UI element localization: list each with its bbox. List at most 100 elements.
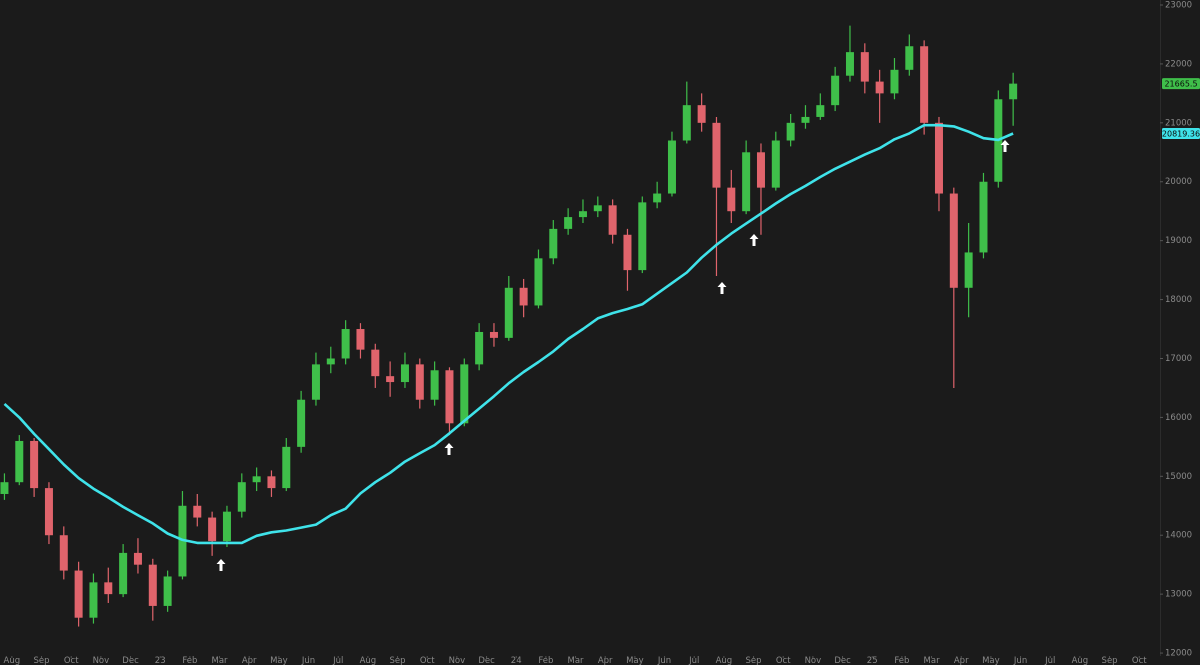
candle-body — [252, 476, 261, 483]
x-tick-label: Mar — [212, 656, 229, 665]
candle-body — [44, 488, 53, 536]
ma-value-tag-box — [1162, 127, 1200, 139]
arrow — [216, 559, 226, 571]
y-tick-label: 23000 — [1165, 1, 1192, 11]
candle-body — [386, 376, 395, 383]
candle-body — [400, 364, 409, 383]
x-tick-label: Apr — [242, 656, 257, 665]
x-tick-label: Jun — [1013, 656, 1027, 665]
candle-body — [208, 517, 217, 542]
x-tick-label: Sep — [746, 656, 762, 665]
x-tick-label: May — [982, 656, 1000, 665]
candle-body — [534, 258, 543, 306]
candle-body — [237, 482, 246, 512]
candle-body — [949, 193, 958, 288]
x-tick-label: Aug — [360, 656, 377, 665]
candle-body — [297, 399, 306, 447]
moving-average — [3, 123, 1014, 545]
candle-body — [638, 202, 647, 271]
arrow — [1000, 140, 1010, 152]
x-tick-label: Dec — [122, 656, 139, 665]
candle-body — [74, 570, 83, 618]
candle-body — [311, 364, 320, 400]
x-tick-label: Oct — [776, 656, 791, 665]
x-tick-label: 24 — [511, 656, 522, 665]
arrow — [444, 443, 454, 455]
candle-body — [430, 370, 439, 400]
candle-body — [712, 122, 721, 188]
arrow — [717, 282, 727, 294]
y-tick-label: 15000 — [1165, 472, 1192, 482]
last-price-tag-box — [1162, 78, 1200, 90]
candle-body — [222, 511, 231, 542]
candle-body — [15, 440, 24, 483]
candle-body — [608, 205, 617, 235]
candle-body — [860, 52, 869, 82]
candle-body — [1009, 83, 1018, 100]
x-tick-label: Mar — [924, 656, 941, 665]
x-tick-label: Aug — [1072, 656, 1089, 665]
candle-body — [0, 482, 9, 494]
candle-body — [816, 105, 825, 117]
x-tick-label: Oct — [64, 656, 79, 665]
x-tick-label: Nov — [805, 656, 822, 665]
y-tick-label: 13000 — [1165, 590, 1192, 600]
candle-body — [845, 52, 854, 76]
candle-body — [148, 564, 157, 606]
candle-body — [89, 582, 98, 618]
x-tick-label: Apr — [598, 656, 613, 665]
candle-body — [519, 287, 528, 306]
x-tick-label: May — [626, 656, 644, 665]
candle-body — [875, 81, 884, 94]
x-tick-label: Dec — [834, 656, 851, 665]
candle-body — [59, 535, 68, 571]
candle-body — [489, 331, 498, 338]
candle-body — [578, 211, 587, 218]
candle-body — [445, 370, 454, 424]
candle-body — [133, 552, 142, 565]
candle-body — [549, 228, 558, 259]
candle-body — [623, 234, 632, 271]
x-tick-label: Feb — [182, 656, 197, 665]
candle-body — [801, 116, 810, 123]
x-tick-label: Mar — [568, 656, 585, 665]
x-tick-label: 23 — [155, 656, 166, 665]
candle-body — [460, 364, 469, 424]
candle-body — [163, 576, 172, 606]
x-tick-label: May — [270, 656, 288, 665]
x-tick-label: Nov — [449, 656, 466, 665]
annotations — [216, 140, 1010, 571]
candle-body — [30, 440, 39, 489]
candle-body — [682, 105, 691, 141]
x-tick-label: Sep — [1102, 656, 1118, 665]
candle-body — [475, 331, 484, 365]
x-tick-label: Oct — [420, 656, 435, 665]
candle-body — [564, 217, 573, 229]
candle-body — [371, 349, 380, 377]
candle-body — [341, 329, 350, 359]
candle-body — [267, 476, 276, 489]
x-tick-label: Feb — [894, 656, 909, 665]
candle-body — [282, 446, 291, 489]
x-tick-label: Aug — [716, 656, 733, 665]
candle-body — [193, 505, 202, 518]
ma-value-tag: 20819.36 — [1162, 129, 1200, 138]
x-tick-label: Dec — [478, 656, 495, 665]
x-tick-label: Sep — [390, 656, 406, 665]
candle-body — [326, 358, 335, 365]
x-tick-label: Apr — [954, 656, 969, 665]
candle-body — [667, 140, 676, 194]
x-tick-label: Jun — [301, 656, 315, 665]
candle-body — [697, 105, 706, 123]
plot — [0, 25, 1018, 627]
y-tick-label: 22000 — [1165, 59, 1192, 69]
x-tick-label: Jul — [332, 656, 343, 665]
x-tick-label: Jul — [688, 656, 699, 665]
candle-body — [593, 205, 602, 212]
y-tick-label: 21000 — [1165, 118, 1192, 128]
candle-body — [653, 193, 662, 203]
last-price-tag: 21665.5 — [1164, 80, 1197, 89]
candle-body — [964, 252, 973, 288]
candle-body — [920, 46, 929, 123]
